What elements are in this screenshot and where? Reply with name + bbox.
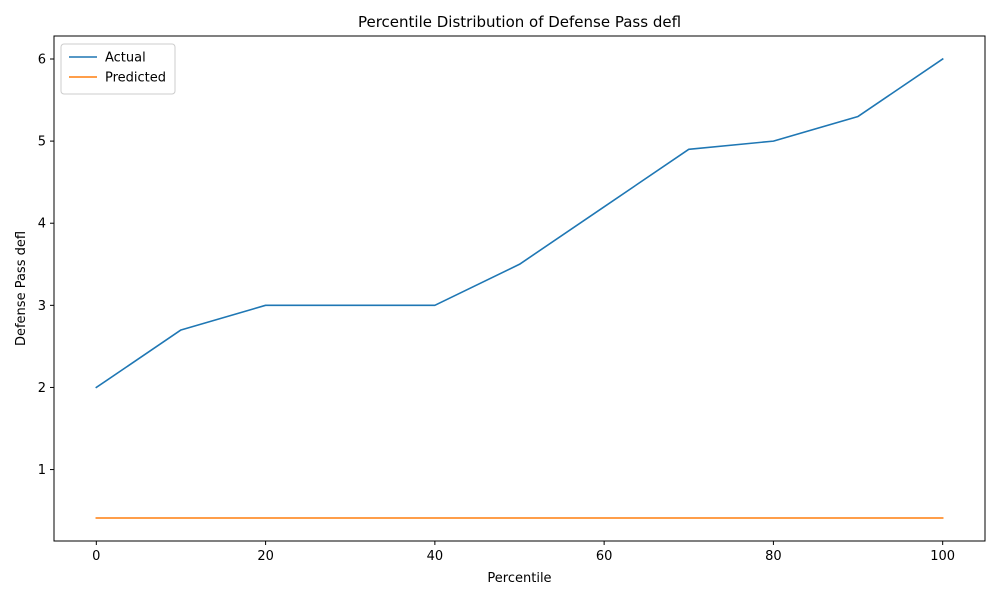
x-axis-label: Percentile bbox=[487, 571, 551, 586]
x-tick-label: 100 bbox=[930, 549, 955, 564]
legend: Actual Predicted bbox=[60, 43, 176, 95]
chart-title: Percentile Distribution of Defense Pass … bbox=[358, 13, 681, 31]
x-tick-label: 60 bbox=[596, 549, 613, 564]
y-axis: 1 2 3 4 5 6 bbox=[38, 52, 54, 478]
series-line-actual bbox=[95, 57, 944, 389]
y-tick-label: 4 bbox=[38, 217, 46, 232]
legend-label-predicted: Predicted bbox=[105, 71, 166, 86]
y-tick-label: 2 bbox=[38, 381, 46, 396]
legend-label-actual: Actual bbox=[105, 51, 146, 66]
y-tick-label: 1 bbox=[38, 463, 46, 478]
y-tick-label: 6 bbox=[38, 52, 46, 67]
plot-frame bbox=[53, 35, 986, 542]
x-tick-label: 0 bbox=[92, 549, 100, 564]
x-axis: 0 20 40 60 80 100 bbox=[92, 541, 955, 564]
y-axis-label: Defense Pass defl bbox=[14, 231, 29, 346]
x-tick-label: 40 bbox=[427, 549, 444, 564]
y-tick-label: 5 bbox=[38, 135, 46, 150]
y-tick-label: 3 bbox=[38, 299, 46, 314]
x-tick-label: 20 bbox=[257, 549, 274, 564]
x-tick-label: 80 bbox=[765, 549, 782, 564]
plot-area bbox=[95, 57, 944, 519]
